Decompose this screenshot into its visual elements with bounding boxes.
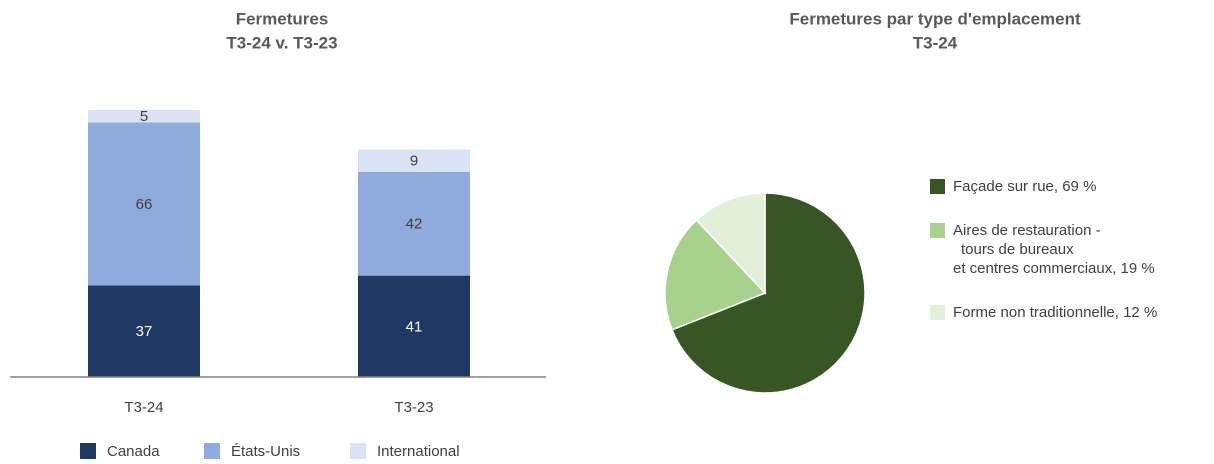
legend-label: et centres commerciaux, 19 % [953, 260, 1155, 277]
data-label: 41 [406, 318, 423, 335]
legend-label: Canada [107, 443, 160, 459]
bar-segment [88, 122, 200, 286]
legend-swatch [80, 443, 96, 459]
data-label: 5 [140, 108, 148, 125]
data-label: 9 [410, 153, 418, 170]
legend-label: États-Unis [231, 443, 300, 459]
pie-slice [664, 219, 767, 331]
legend-label: tours de bureaux [961, 241, 1074, 258]
legend-swatch [930, 223, 945, 238]
chart-title: Fermetures par type d'emplacement [789, 9, 1081, 28]
legend-label: Forme non traditionnelle, 12 % [953, 304, 1157, 321]
data-label: 37 [136, 323, 153, 340]
legend-swatch [350, 443, 366, 459]
legend-label: International [377, 443, 460, 459]
bar-segment [358, 171, 470, 276]
legend-swatch [930, 305, 945, 320]
chart-title: T3-24 [913, 33, 958, 52]
legend-swatch [930, 179, 945, 194]
legend-swatch [204, 443, 220, 459]
x-tick-label: T3-24 [124, 399, 163, 416]
chart-title: Fermetures [236, 9, 329, 28]
data-label: 66 [136, 196, 153, 213]
bar-segment [358, 149, 470, 172]
bar-segment [88, 110, 200, 123]
pie-slice [695, 192, 766, 295]
bar-segment [88, 285, 200, 377]
chart-title: T3-24 v. T3-23 [226, 33, 337, 52]
data-label: 42 [406, 216, 423, 233]
legend-label: Façade sur rue, 69 % [953, 178, 1096, 195]
x-tick-label: T3-23 [394, 399, 433, 416]
legend-label: Aires de restauration - [953, 222, 1101, 239]
pie-slice [671, 192, 866, 394]
bar-segment [358, 275, 470, 377]
